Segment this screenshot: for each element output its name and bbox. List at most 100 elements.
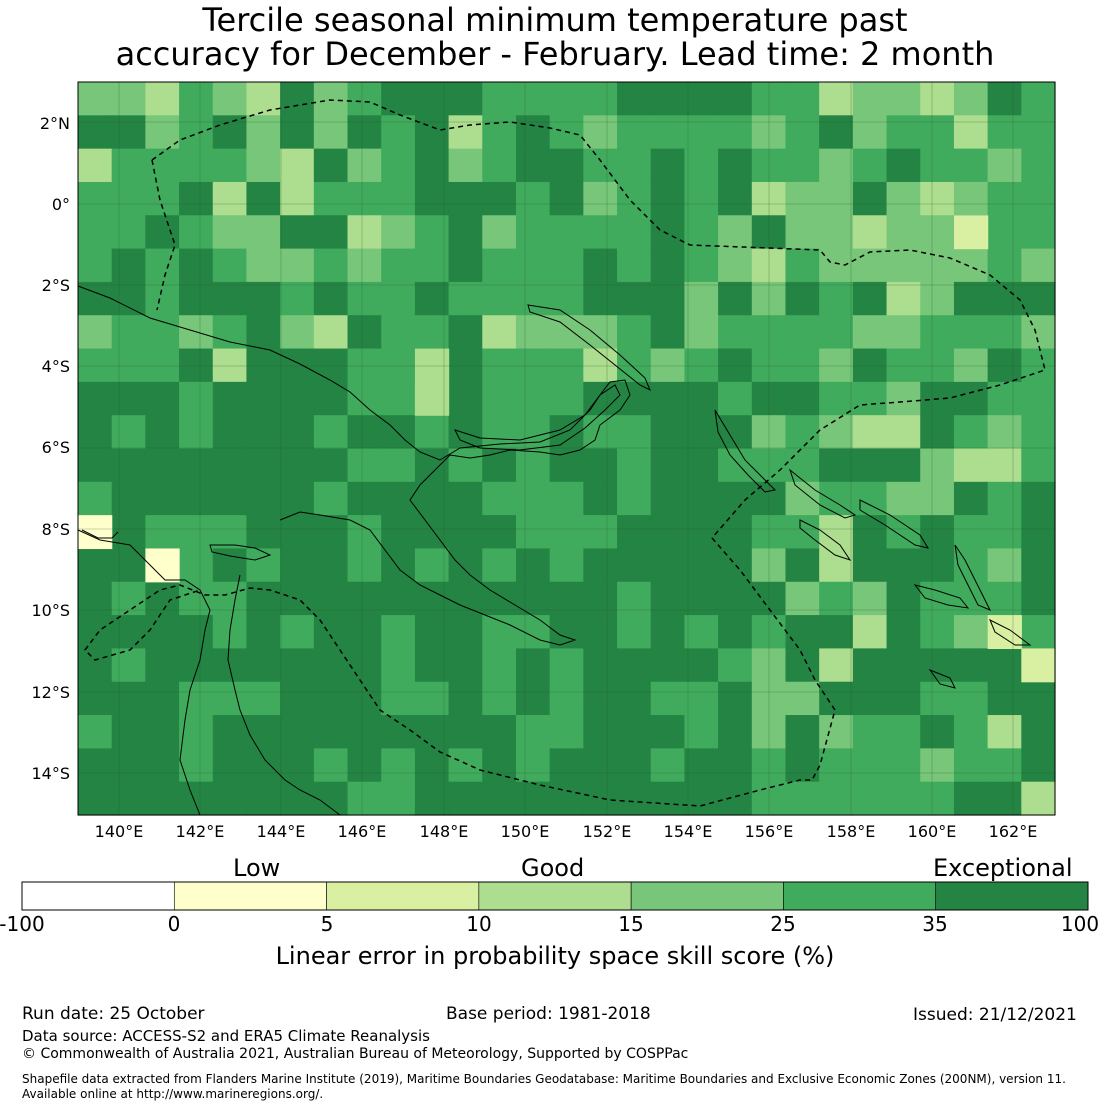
- skill-cell: [549, 148, 584, 183]
- skill-cell: [381, 581, 416, 616]
- skill-cell: [515, 348, 551, 383]
- skill-cell: [414, 548, 450, 583]
- skill-cell: [414, 315, 450, 350]
- skill-cell: [617, 281, 652, 316]
- skill-cell: [920, 415, 955, 450]
- skill-cell: [583, 748, 618, 783]
- skill-cell: [852, 681, 888, 716]
- skill-cell: [650, 481, 686, 516]
- skill-cell: [448, 315, 483, 350]
- coastlines: [77, 285, 1032, 816]
- skill-cell: [212, 415, 248, 450]
- skill-cell: [280, 415, 315, 450]
- cb-tick-label: 5: [320, 912, 334, 936]
- skill-cell: [549, 748, 584, 783]
- skill-cell: [920, 615, 955, 650]
- skill-cell: [650, 448, 686, 483]
- copyright: © Commonwealth of Australia 2021, Austra…: [22, 1046, 689, 1062]
- skill-cell: [886, 648, 921, 683]
- skill-cell: [819, 548, 854, 583]
- skill-cell: [920, 681, 955, 716]
- skill-cell: [78, 115, 113, 150]
- skill-cell: [583, 581, 618, 616]
- skill-cell: [448, 281, 483, 316]
- skill-cell: [1021, 315, 1056, 350]
- skill-cell: [78, 381, 113, 416]
- cb-tick-label: 15: [618, 912, 644, 936]
- solomon-island-5: [954, 544, 992, 611]
- skill-cell: [381, 448, 416, 483]
- skill-cell: [617, 515, 652, 550]
- skill-cell: [482, 548, 517, 583]
- skill-cell: [819, 781, 854, 816]
- skill-cell: [852, 715, 888, 749]
- skill-cell: [179, 181, 214, 216]
- skill-cell: [212, 381, 248, 416]
- skill-cell: [111, 681, 146, 716]
- skill-cell: [414, 181, 450, 216]
- skill-cell: [145, 348, 180, 383]
- skill-cell: [414, 415, 450, 450]
- skill-cell: [179, 448, 214, 483]
- lat-label-0: 0°: [51, 195, 70, 214]
- skill-cell: [448, 148, 483, 183]
- skill-cell: [718, 248, 753, 283]
- skill-cell: [246, 715, 281, 749]
- skill-cell: [515, 381, 551, 416]
- eez-west: [151, 159, 176, 311]
- skill-cell: [953, 181, 989, 216]
- skill-cell: [684, 415, 719, 450]
- skill-cell: [886, 581, 921, 616]
- skill-cell: [617, 115, 652, 150]
- skill-cell: [617, 581, 652, 616]
- skill-cell: [920, 148, 955, 183]
- skill-cell: [684, 548, 719, 583]
- skill-cell: [987, 548, 1022, 583]
- skill-cell: [953, 315, 989, 350]
- skill-cell: [617, 548, 652, 583]
- skill-cell: [549, 548, 584, 583]
- skill-cell: [381, 215, 416, 250]
- skill-cell: [448, 748, 483, 783]
- skill-cell: [111, 481, 146, 516]
- skill-cell: [1021, 281, 1056, 316]
- skill-cell: [549, 82, 584, 116]
- skill-cell: [684, 748, 719, 783]
- skill-cell: [313, 581, 349, 616]
- skill-cell: [684, 82, 719, 116]
- skill-cell: [751, 248, 787, 283]
- skill-cell: [583, 248, 618, 283]
- skill-cell: [886, 681, 921, 716]
- skill-cell: [819, 115, 854, 150]
- skill-cell: [381, 681, 416, 716]
- solomon-island-2: [859, 499, 930, 549]
- skill-cell: [819, 315, 854, 350]
- skill-cell: [414, 648, 450, 683]
- skill-cell: [414, 381, 450, 416]
- skill-cell: [785, 315, 820, 350]
- skill-cell: [718, 381, 753, 416]
- skill-cell: [987, 581, 1022, 616]
- skill-cell: [819, 515, 854, 550]
- skill-cell: [179, 715, 214, 749]
- skill-cell: [212, 115, 248, 150]
- skill-cell: [78, 215, 113, 250]
- skill-cell: [111, 781, 146, 816]
- skill-cell: [718, 181, 753, 216]
- skill-cell: [515, 715, 551, 749]
- skill-cell: [751, 348, 787, 383]
- skill-cell: [78, 548, 113, 583]
- skill-cell: [751, 181, 787, 216]
- skill-cell: [819, 581, 854, 616]
- skill-cell: [448, 548, 483, 583]
- skill-cell: [280, 315, 315, 350]
- skill-cell: [751, 648, 787, 683]
- skill-cell: [347, 648, 382, 683]
- skill-cell: [785, 581, 820, 616]
- skill-cell: [212, 515, 248, 550]
- skill-cell: [1021, 481, 1056, 516]
- skill-cell: [650, 381, 686, 416]
- skill-cell: [718, 215, 753, 250]
- skill-cell: [111, 348, 146, 383]
- skill-cell: [212, 82, 248, 116]
